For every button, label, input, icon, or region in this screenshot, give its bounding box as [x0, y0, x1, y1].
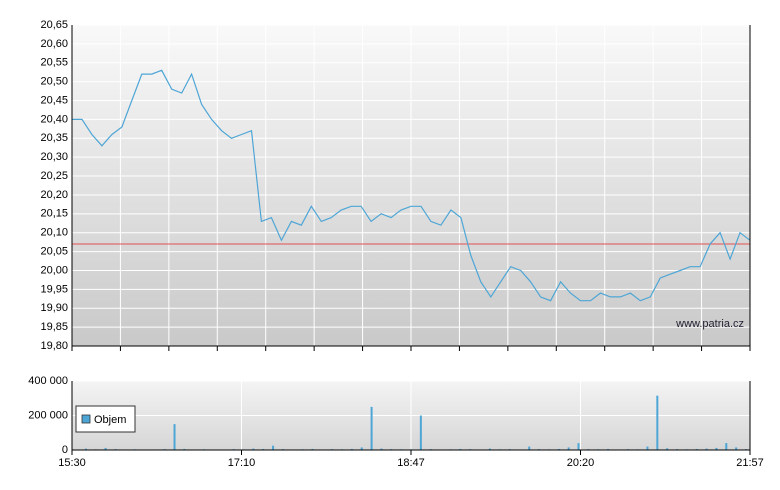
volume-bar	[84, 448, 87, 450]
y-tick-label: 20,55	[40, 57, 68, 69]
x-tick-label: 17:10	[228, 457, 256, 469]
legend-swatch	[81, 414, 91, 424]
volume-bar	[577, 443, 580, 450]
y-tick-label: 20,25	[40, 170, 68, 182]
y-tick-label: 20,30	[40, 151, 68, 163]
legend-box	[75, 405, 136, 433]
volume-bar	[656, 395, 659, 450]
volume-bar	[528, 446, 531, 450]
y-tick-label: 20,05	[40, 245, 68, 257]
volume-bar	[262, 448, 265, 450]
y-tick-label: 20,15	[40, 208, 68, 220]
y-tick-label: 20,40	[40, 113, 68, 125]
volume-bar	[705, 448, 708, 450]
volume-bar	[567, 447, 570, 450]
y-tick-label: 20,60	[40, 38, 68, 50]
y-tick-label: 20,65	[40, 19, 68, 31]
legend-label: Objem	[94, 414, 126, 426]
y-tick-label: 20,45	[40, 94, 68, 106]
volume-bar	[715, 447, 718, 450]
volume-bar	[252, 448, 255, 450]
y-tick-label: 20,35	[40, 132, 68, 144]
watermark: www.patria.cz	[675, 318, 744, 330]
y-tick-label: 19,85	[40, 321, 68, 333]
y-tick-label: 19,95	[40, 283, 68, 295]
y-tick-label: 200 000	[28, 409, 68, 421]
volume-bar	[607, 448, 610, 450]
volume-bar	[272, 445, 275, 450]
volume-bar	[380, 448, 383, 450]
y-tick-label: 20,20	[40, 189, 68, 201]
volume-bar	[459, 448, 462, 450]
volume-bar	[104, 447, 107, 450]
volume-bar	[350, 448, 353, 450]
x-tick-label: 21:57	[736, 457, 764, 469]
volume-bar	[666, 448, 669, 450]
y-tick-label: 19,80	[40, 340, 68, 352]
x-tick-label: 18:47	[397, 457, 425, 469]
y-tick-label: 20,10	[40, 227, 68, 239]
x-tick-label: 15:30	[58, 457, 86, 469]
y-tick-label: 20,00	[40, 264, 68, 276]
volume-bar	[557, 448, 560, 450]
volume-bar	[646, 446, 649, 450]
volume-bar	[183, 448, 186, 450]
volume-bar	[173, 424, 176, 450]
volume-bar	[488, 448, 491, 450]
y-tick-label: 400 000	[28, 375, 68, 387]
y-tick-label: 19,90	[40, 302, 68, 314]
x-tick-label: 20:20	[567, 457, 595, 469]
y-tick-label: 20,50	[40, 76, 68, 88]
volume-bar	[735, 447, 738, 450]
volume-bar	[370, 406, 373, 450]
volume-bar	[725, 443, 728, 450]
volume-bar	[360, 447, 363, 450]
y-tick-label: 0	[62, 444, 68, 456]
price-line	[72, 69, 751, 302]
volume-bar	[311, 448, 314, 450]
volume-bar	[419, 415, 422, 450]
volume-bar	[695, 448, 698, 450]
